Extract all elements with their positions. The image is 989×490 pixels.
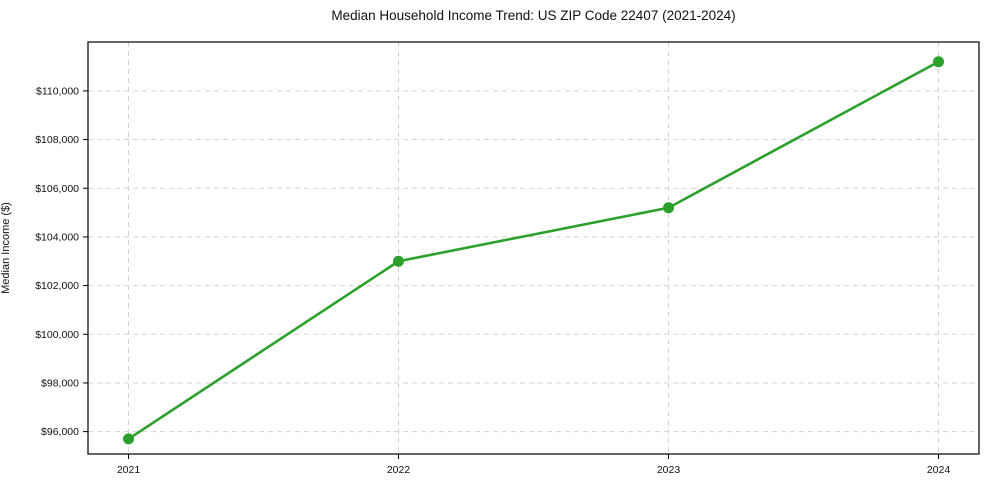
x-tick-label: 2021: [117, 464, 141, 476]
y-tick-label: $96,000: [41, 426, 79, 438]
y-tick-label: $100,000: [35, 329, 79, 341]
x-tick-label: 2023: [657, 464, 681, 476]
data-point: [933, 56, 944, 68]
y-tick-label: $98,000: [41, 377, 79, 389]
trend-line: [127, 60, 940, 441]
plot-border: [87, 41, 980, 455]
chart-title: Median Household Income Trend: US ZIP Co…: [331, 8, 736, 23]
y-tick-label: $102,000: [35, 280, 79, 292]
x-tick-label: 2022: [387, 464, 411, 476]
data-point: [393, 255, 404, 267]
data-point: [663, 202, 674, 214]
y-tick-label: $106,000: [35, 183, 79, 195]
y-tick-label: $104,000: [35, 231, 79, 243]
data-point: [123, 433, 134, 445]
x-tick-label: 2024: [927, 464, 951, 476]
y-tick-label: $110,000: [36, 85, 79, 97]
y-tick-label: $108,000: [35, 134, 79, 146]
